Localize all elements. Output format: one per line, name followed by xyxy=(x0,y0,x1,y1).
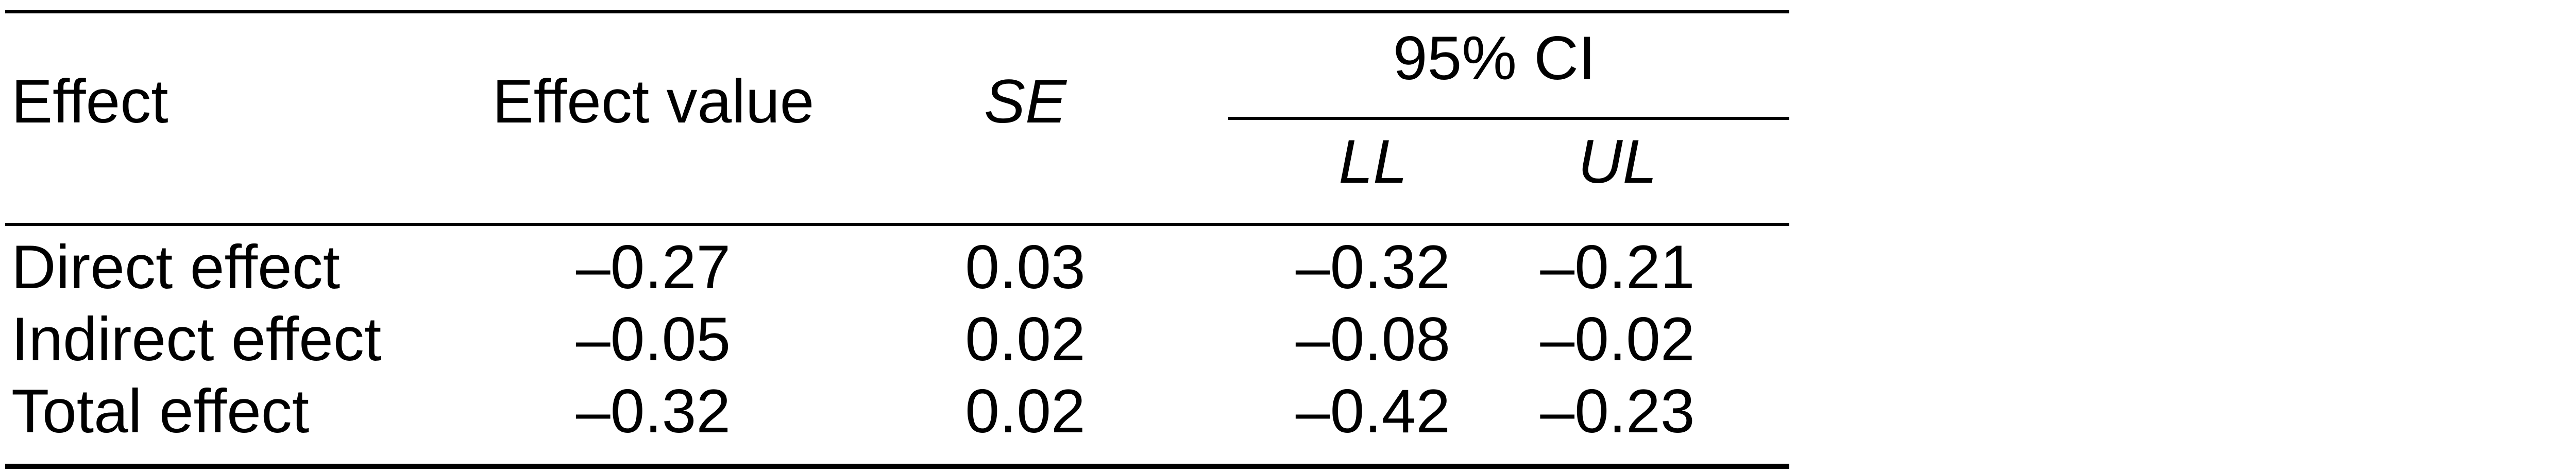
cell-ul: –0.02 xyxy=(1540,305,1695,374)
cell-ll: –0.32 xyxy=(1295,233,1451,302)
cell-ll: –0.42 xyxy=(1295,377,1451,446)
table-bottom-rule xyxy=(5,464,1789,469)
cell-ul: –0.23 xyxy=(1540,377,1695,446)
cell-se: 0.02 xyxy=(965,377,1086,446)
col-header-ll: LL xyxy=(1338,127,1408,196)
col-header-effect: Effect xyxy=(11,66,168,136)
cell-se: 0.02 xyxy=(965,305,1086,374)
table-top-rule xyxy=(5,10,1789,13)
row-label: Indirect effect xyxy=(11,305,382,374)
cell-effect-value: –0.32 xyxy=(575,377,731,446)
col-header-95ci: 95% CI xyxy=(1393,23,1596,93)
cell-effect-value: –0.27 xyxy=(575,233,731,302)
cell-se: 0.03 xyxy=(965,233,1086,302)
cell-effect-value: –0.05 xyxy=(575,305,731,374)
row-label: Direct effect xyxy=(11,233,341,302)
cell-ll: –0.08 xyxy=(1295,305,1451,374)
row-label: Total effect xyxy=(11,377,310,446)
effects-table: Effect Effect value SE 95% CI LL UL Dire… xyxy=(5,10,1789,469)
col-header-effect-value: Effect value xyxy=(492,66,815,136)
ci-group-subrule xyxy=(1228,117,1789,120)
header-bottom-rule xyxy=(5,223,1789,226)
col-header-se: SE xyxy=(984,66,1067,136)
col-header-ul: UL xyxy=(1578,127,1657,196)
cell-ul: –0.21 xyxy=(1540,233,1695,302)
